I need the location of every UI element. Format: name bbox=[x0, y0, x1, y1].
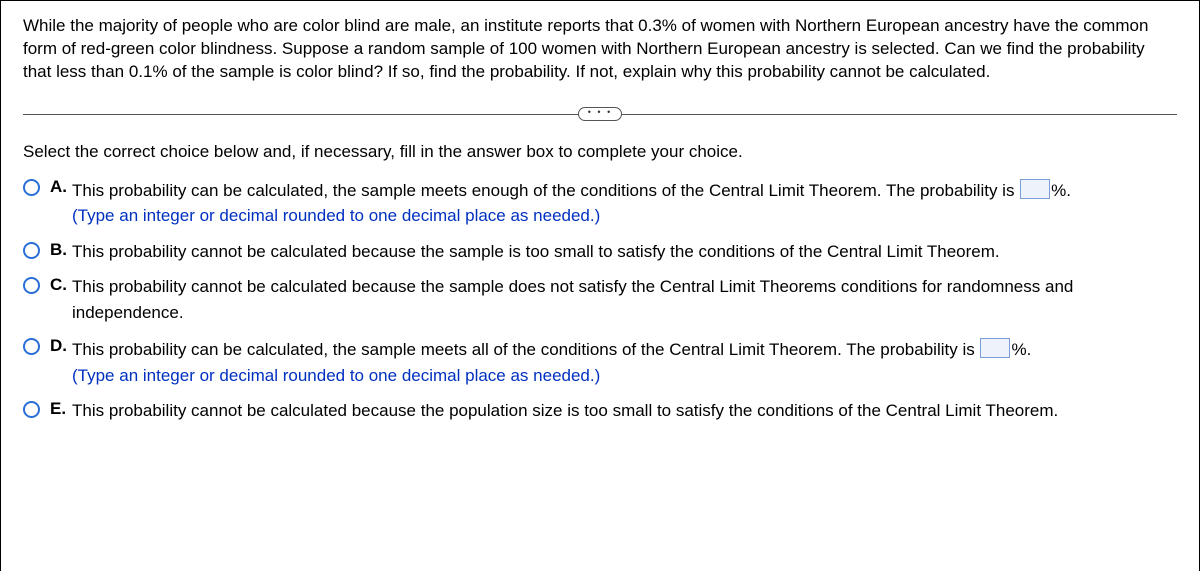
choice-d-pre: This probability can be calculated, the … bbox=[72, 340, 979, 359]
choice-c: C. This probability cannot be calculated… bbox=[23, 274, 1177, 325]
choice-b: B. This probability cannot be calculated… bbox=[23, 239, 1177, 265]
choice-b-text: This probability cannot be calculated be… bbox=[72, 239, 1177, 265]
answer-input-d[interactable] bbox=[980, 338, 1010, 358]
divider-row: • • • bbox=[1, 104, 1199, 124]
choice-a: A. This probability can be calculated, t… bbox=[23, 176, 1177, 229]
choice-d-text: This probability can be calculated, the … bbox=[72, 335, 1177, 388]
question-container: While the majority of people who are col… bbox=[0, 0, 1200, 571]
choice-d-hint: (Type an integer or decimal rounded to o… bbox=[72, 366, 600, 385]
answer-input-a[interactable] bbox=[1020, 179, 1050, 199]
instruction-text: Select the correct choice below and, if … bbox=[1, 142, 1199, 176]
choice-a-text: This probability can be calculated, the … bbox=[72, 176, 1177, 229]
choices-group: A. This probability can be calculated, t… bbox=[1, 176, 1199, 424]
choice-a-post: %. bbox=[1051, 181, 1071, 200]
choice-b-letter: B. bbox=[50, 240, 72, 260]
expand-pill[interactable]: • • • bbox=[578, 107, 622, 121]
choice-d-letter: D. bbox=[50, 336, 72, 356]
choice-e-text: This probability cannot be calculated be… bbox=[72, 398, 1177, 424]
choice-e: E. This probability cannot be calculated… bbox=[23, 398, 1177, 424]
choice-c-text: This probability cannot be calculated be… bbox=[72, 274, 1177, 325]
question-text: While the majority of people who are col… bbox=[1, 1, 1199, 94]
radio-c[interactable] bbox=[23, 277, 40, 294]
radio-b[interactable] bbox=[23, 242, 40, 259]
radio-a[interactable] bbox=[23, 179, 40, 196]
choice-d: D. This probability can be calculated, t… bbox=[23, 335, 1177, 388]
radio-e[interactable] bbox=[23, 401, 40, 418]
choice-c-letter: C. bbox=[50, 275, 72, 295]
radio-d[interactable] bbox=[23, 338, 40, 355]
ellipsis-icon: • • • bbox=[588, 108, 612, 117]
choice-a-pre: This probability can be calculated, the … bbox=[72, 181, 1019, 200]
choice-d-post: %. bbox=[1011, 340, 1031, 359]
choice-a-letter: A. bbox=[50, 177, 72, 197]
choice-a-hint: (Type an integer or decimal rounded to o… bbox=[72, 206, 600, 225]
choice-e-letter: E. bbox=[50, 399, 72, 419]
